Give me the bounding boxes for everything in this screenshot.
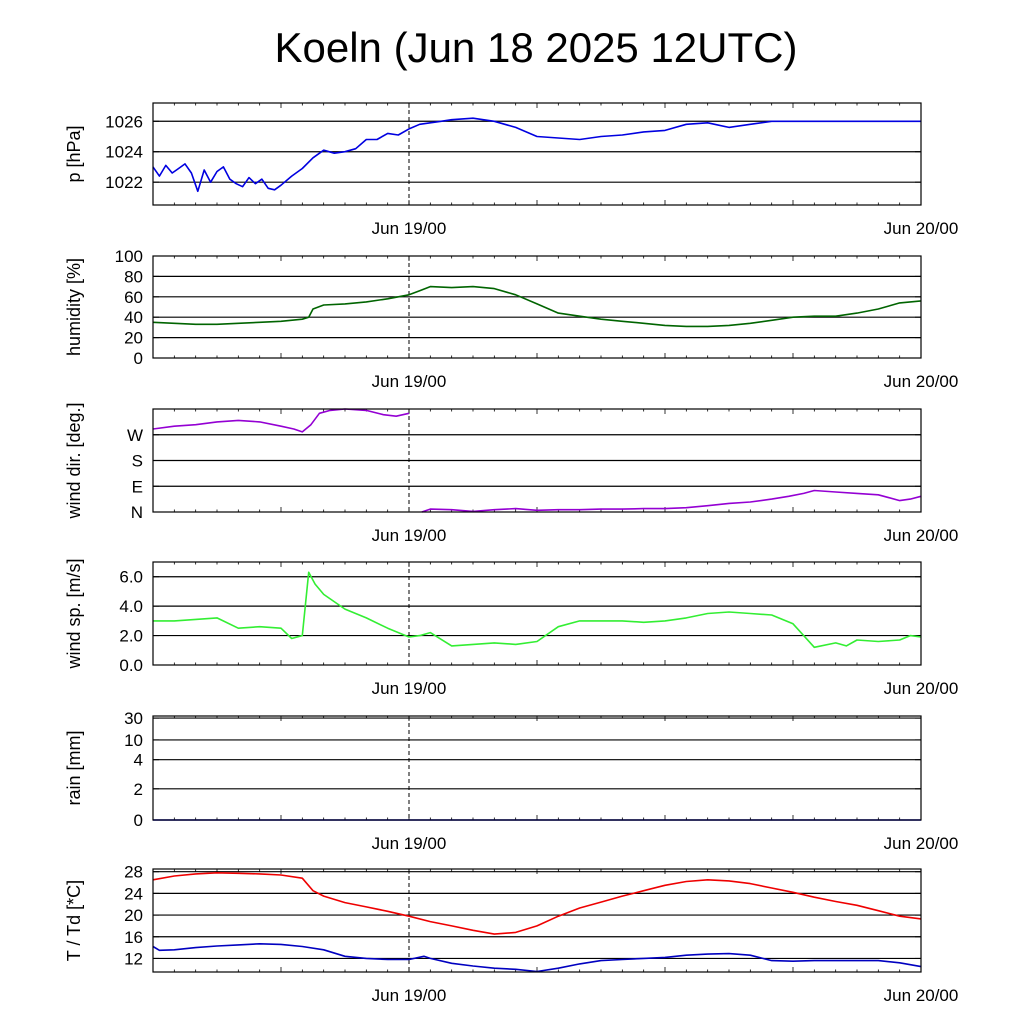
- y-tick-label: 1026: [105, 112, 143, 131]
- y-tick-label: 10: [124, 731, 143, 750]
- y-axis-label: T / Td [*C]: [64, 880, 84, 961]
- x-tick-label: Jun 19/00: [372, 219, 447, 238]
- x-tick-label: Jun 19/00: [372, 986, 447, 1005]
- y-tick-label: 6.0: [119, 568, 143, 587]
- series-line-temperature-Td: [152, 943, 922, 973]
- panel-frame: [152, 868, 922, 973]
- panel-frame: [152, 561, 922, 666]
- y-tick-label: N: [131, 503, 143, 522]
- x-tick-label: Jun 19/00: [372, 372, 447, 391]
- y-tick-label: 2: [134, 780, 143, 799]
- y-tick-label: 100: [115, 247, 143, 266]
- y-tick-label: 0: [134, 349, 143, 368]
- y-tick-label: 24: [124, 884, 143, 903]
- y-tick-label: 20: [124, 906, 143, 925]
- series-line-pressure: [152, 117, 921, 193]
- panel-frame: [152, 715, 922, 821]
- y-tick-label: 12: [124, 949, 143, 968]
- y-axis-label: rain [mm]: [64, 730, 84, 805]
- panel-frame: [152, 255, 922, 359]
- x-tick-label: Jun 20/00: [884, 834, 959, 853]
- x-tick-label: Jun 20/00: [884, 679, 959, 698]
- y-tick-label: S: [132, 452, 143, 471]
- y-tick-label: 40: [124, 308, 143, 327]
- y-tick-label: 60: [124, 288, 143, 307]
- y-tick-label: 16: [124, 928, 143, 947]
- y-axis-label: wind dir. [deg.]: [64, 402, 84, 519]
- panel-wind-speed: 0.0 2.0 4.0 6.0 Jun 19/00 Jun 20/00 wind sp. […: [64, 558, 958, 698]
- y-tick-label: 0.0: [119, 656, 143, 675]
- panel-frame: [152, 102, 922, 206]
- x-tick-label: Jun 20/00: [884, 986, 959, 1005]
- y-tick-label: E: [132, 477, 143, 496]
- y-tick-label: 0: [134, 811, 143, 830]
- chart-title: Koeln (Jun 18 2025 12UTC): [274, 24, 798, 71]
- series-line-temperature-T: [152, 872, 922, 935]
- x-tick-label: Jun 20/00: [884, 372, 959, 391]
- x-tick-label: Jun 20/00: [884, 219, 959, 238]
- series-line-humidity: [152, 285, 922, 328]
- series-line-wind_dir: [421, 489, 922, 513]
- y-tick-label: 4.0: [119, 597, 143, 616]
- series-line-wind_dir: [152, 408, 410, 433]
- y-tick-label: 28: [124, 863, 143, 882]
- y-axis-label: p [hPa]: [64, 125, 84, 182]
- y-tick-label: 80: [124, 267, 143, 286]
- y-tick-label: 4: [134, 751, 143, 770]
- y-tick-label: 30: [124, 709, 143, 728]
- series-line-wind_speed: [153, 571, 922, 649]
- x-tick-label: Jun 20/00: [884, 526, 959, 545]
- x-tick-label: Jun 19/00: [372, 834, 447, 853]
- y-tick-label: 2.0: [119, 627, 143, 646]
- y-tick-label: 1024: [105, 143, 143, 162]
- panel-frame: [152, 408, 922, 513]
- y-tick-label: W: [127, 426, 143, 445]
- panel-rain: 0 2 410 30 Jun 19/00 Jun 20/00 rain [mm]: [64, 709, 958, 853]
- panel-pressure: 1022 1024 1026 Jun 19/00 Jun 20/00 p [hPa]: [64, 102, 959, 238]
- panel-temperature: 12 16 20 24 28 Jun 19/00 Jun 20/00 T / Td [*C]: [64, 863, 958, 1005]
- y-tick-label: 1022: [105, 173, 143, 192]
- y-axis-label: humidity [%]: [64, 258, 84, 356]
- y-tick-label: 20: [124, 329, 143, 348]
- x-tick-label: Jun 19/00: [372, 526, 447, 545]
- x-tick-label: Jun 19/00: [372, 679, 447, 698]
- y-axis-label: wind sp. [m/s]: [64, 558, 84, 669]
